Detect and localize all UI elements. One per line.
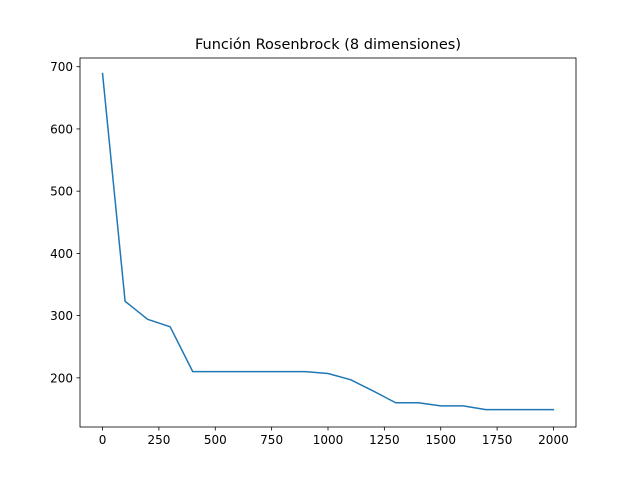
y-axis-ticks: 200 300 400 500 600 700 — [50, 60, 80, 385]
x-tick-label: 1750 — [482, 433, 513, 447]
y-tick-label: 500 — [50, 185, 73, 199]
x-tick-label: 0 — [99, 433, 107, 447]
x-axis-ticks: 0 250 500 750 1000 1250 1500 1750 2000 — [99, 427, 569, 447]
x-tick-label: 2000 — [538, 433, 569, 447]
x-tick-label: 1000 — [313, 433, 344, 447]
x-tick-label: 1250 — [369, 433, 400, 447]
y-tick-label: 200 — [50, 371, 73, 385]
y-tick-label: 600 — [50, 122, 73, 136]
y-tick-label: 400 — [50, 247, 73, 261]
chart-title: Función Rosenbrock (8 dimensiones) — [195, 37, 461, 53]
series-line — [101, 72, 555, 411]
x-tick-label: 1500 — [425, 433, 456, 447]
y-tick-label: 700 — [50, 60, 73, 74]
x-tick-label: 250 — [147, 433, 170, 447]
x-tick-label: 750 — [260, 433, 283, 447]
plot-frame — [79, 57, 577, 428]
y-tick-label: 300 — [50, 309, 73, 323]
x-tick-label: 500 — [204, 433, 227, 447]
